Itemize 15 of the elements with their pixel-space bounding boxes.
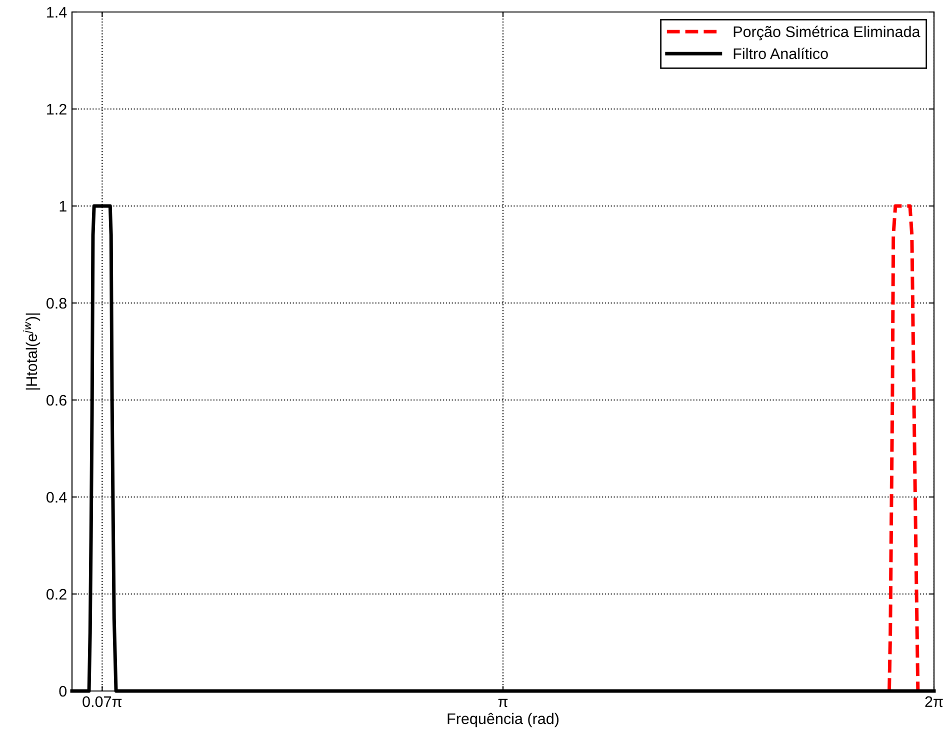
x-tick-label: 0.07π bbox=[82, 696, 122, 708]
y-tick-label: 1.2 bbox=[47, 104, 66, 115]
legend-label: Porção Simétrica Eliminada bbox=[734, 26, 920, 40]
y-tick-label: 1 bbox=[60, 201, 66, 212]
y-tick-label: 0.8 bbox=[46, 298, 66, 309]
y-axis-title: |Htotal(e$^{jw}$)| bbox=[22, 313, 40, 390]
x-tick-label: 2π bbox=[925, 696, 943, 708]
y-tick-label: 0.2 bbox=[46, 588, 66, 600]
y-tick-label: 0.6 bbox=[46, 394, 66, 406]
y-tick-label: 0.4 bbox=[46, 492, 67, 503]
x-tick-label: π bbox=[498, 698, 508, 708]
legend-label: Filtro Analítico bbox=[734, 48, 828, 60]
y-tick-label: 0 bbox=[59, 686, 67, 697]
y-tick-label: 1.4 bbox=[47, 7, 67, 18]
x-axis-title: Frequência (rad) bbox=[448, 712, 559, 728]
